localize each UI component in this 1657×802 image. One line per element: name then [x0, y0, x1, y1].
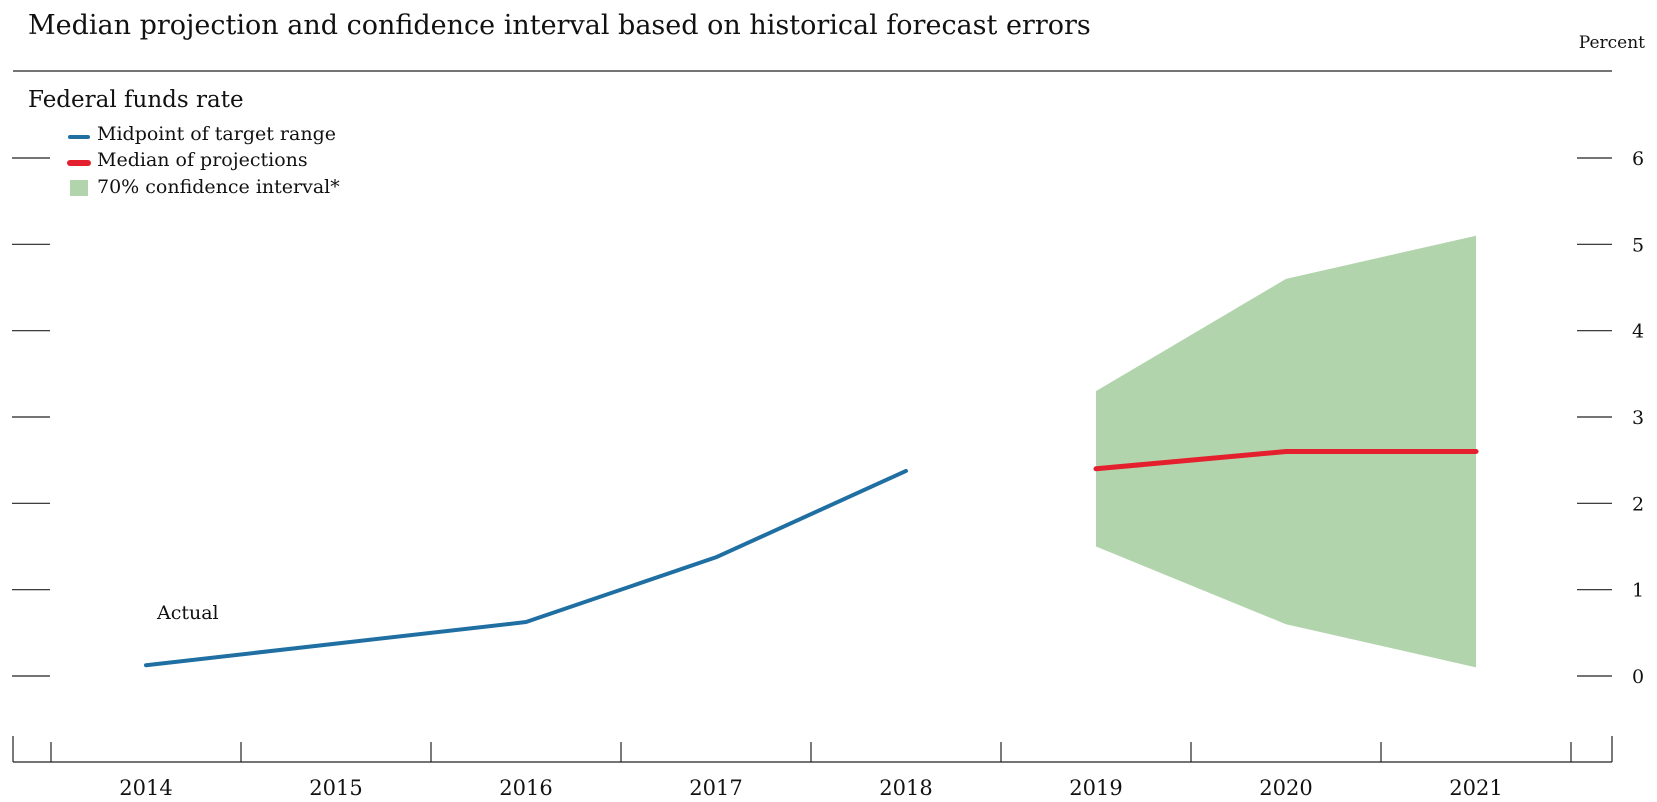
legend-swatch-2 — [70, 180, 88, 196]
chart-subtitle: Federal funds rate — [28, 87, 244, 113]
series-layer — [144, 449, 1479, 668]
unit-label: Percent — [1579, 33, 1645, 53]
legend: Midpoint of target range Median of projec… — [67, 123, 340, 198]
x-tick-label-2017: 2017 — [689, 776, 742, 800]
x-tick-label-2016: 2016 — [499, 776, 552, 800]
y-axis-left — [12, 157, 50, 677]
x-tick-label-2019: 2019 — [1069, 776, 1122, 800]
y-tick-label-0: 0 — [1632, 666, 1644, 688]
x-tick-label-2021: 2021 — [1449, 776, 1502, 800]
legend-label-0: Midpoint of target range — [97, 123, 336, 145]
y-axis-right: 0 1 2 3 4 5 6 — [1577, 148, 1644, 688]
y-tick-label-1: 1 — [1632, 580, 1644, 602]
y-tick-label-2: 2 — [1632, 493, 1644, 515]
legend-label-2: 70% confidence interval* — [97, 176, 340, 198]
actual-annotation: Actual — [156, 602, 219, 624]
x-tick-label-2015: 2015 — [309, 776, 362, 800]
legend-label-1: Median of projections — [97, 149, 308, 171]
x-axis: 2014 2015 2016 2017 2018 2019 2020 2021 — [12, 736, 1613, 800]
y-tick-label-6: 6 — [1632, 148, 1644, 170]
midpoint-target-range-line — [144, 468, 908, 668]
x-tick-label-2018: 2018 — [879, 776, 932, 800]
median-projection-line — [1093, 449, 1479, 472]
y-tick-label-4: 4 — [1632, 321, 1644, 343]
x-tick-label-2014: 2014 — [119, 776, 172, 800]
chart-title: Median projection and confidence interva… — [28, 10, 1091, 41]
x-tick-label-2020: 2020 — [1259, 776, 1312, 800]
y-tick-label-3: 3 — [1632, 407, 1644, 429]
y-tick-label-5: 5 — [1632, 234, 1644, 256]
